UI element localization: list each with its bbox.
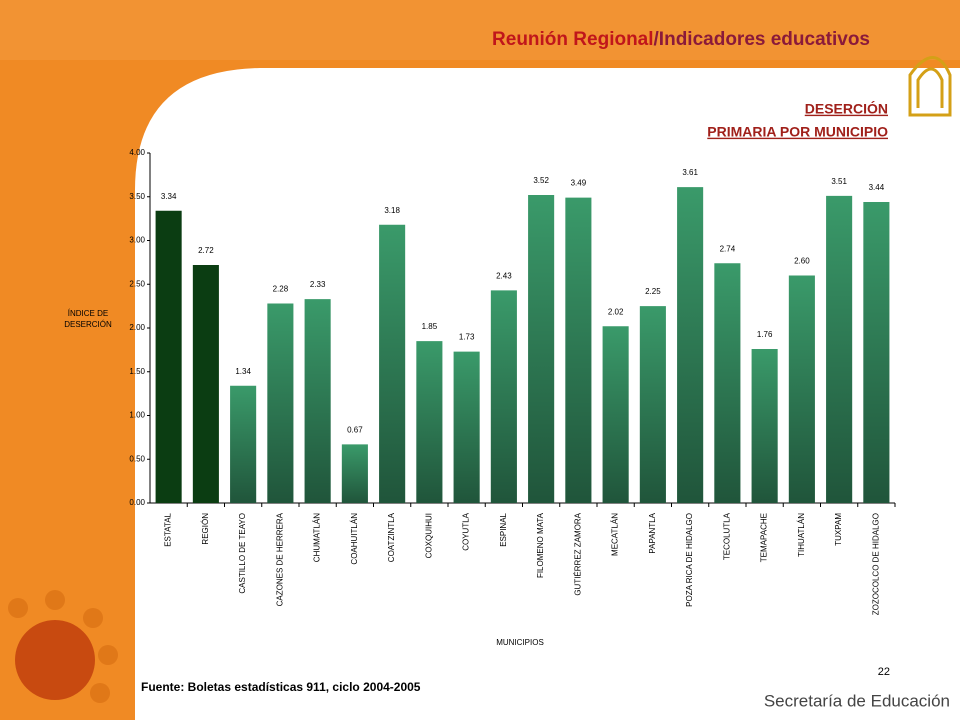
value-label: 3.44	[869, 183, 885, 192]
bar-shade	[751, 349, 778, 503]
bar-shade	[341, 444, 368, 503]
value-label: 1.76	[757, 330, 773, 339]
bar-shade	[565, 197, 592, 503]
x-tick-label: ESTATAL	[164, 512, 173, 546]
y-tick-label: 1.50	[129, 367, 145, 376]
bar-shade	[826, 195, 853, 503]
banner	[0, 0, 960, 60]
y-tick-label: 2.00	[129, 323, 145, 332]
value-label: 2.74	[720, 244, 736, 253]
x-tick-label: TECOLUTLA	[722, 512, 731, 560]
y-axis-label: ÍNDICE DE DESERCIÓN	[64, 309, 112, 329]
bar-shade	[788, 275, 815, 503]
decoration	[8, 590, 118, 703]
x-tick-label: COATZINTLA	[387, 512, 396, 562]
y-tick-label: 3.00	[129, 236, 145, 245]
value-label: 1.85	[422, 322, 438, 331]
page-number: 22	[878, 666, 890, 678]
heading: DESERCIÓN	[805, 100, 888, 117]
value-label: 3.18	[384, 206, 400, 215]
value-label: 2.33	[310, 280, 326, 289]
x-tick-label: GUTIÉRREZ ZAMORA	[573, 512, 582, 595]
bar-shade	[639, 306, 666, 503]
y-tick-label: 3.50	[129, 192, 145, 201]
value-label: 1.73	[459, 333, 475, 342]
bar-shade	[416, 341, 443, 503]
x-tick-label: ESPINAL	[499, 512, 508, 546]
logo	[908, 56, 952, 117]
bar	[192, 265, 219, 503]
value-label: 3.52	[533, 176, 549, 185]
value-label: 3.61	[682, 168, 698, 177]
x-tick-label: POZA RICA DE HIDALGO	[685, 513, 694, 607]
x-tick-label: CASTILLO DE TEAYO	[238, 513, 247, 594]
bar-shade	[490, 290, 517, 503]
x-tick-label: MECATLÁN	[611, 513, 620, 556]
y-tick-label: 0.00	[129, 498, 145, 507]
footer: Secretaría de Educación	[764, 691, 950, 710]
bar-shade	[863, 202, 890, 503]
bar-shade	[379, 224, 406, 503]
value-label: 3.49	[571, 179, 587, 188]
bar-shade	[230, 385, 257, 503]
value-label: 2.72	[198, 246, 214, 255]
x-tick-label: TUXPAM	[834, 513, 843, 546]
y-tick-label: 2.50	[129, 279, 145, 288]
x-tick-label: TIHUATLÁN	[797, 513, 806, 557]
y-tick-label: 1.00	[129, 411, 145, 420]
subheading: PRIMARIA POR MUNICIPIO	[707, 124, 888, 140]
slide-title: Reunión Regional/Indicadores educativos	[492, 29, 870, 50]
x-tick-label: CAZONES DE HERRERA	[275, 512, 284, 606]
value-label: 3.34	[161, 192, 177, 201]
x-axis-label: MUNICIPIOS	[496, 638, 544, 647]
source: Fuente: Boletas estadísticas 911, ciclo …	[141, 680, 421, 694]
x-tick-label: TEMAPACHE	[760, 513, 769, 562]
bar-shade	[677, 187, 704, 503]
value-label: 2.28	[273, 285, 289, 294]
x-tick-label: FILOMENO MATA	[536, 512, 545, 578]
x-tick-label: PAPANTLA	[648, 512, 657, 553]
bar-shade	[304, 299, 331, 503]
bar-shade	[267, 303, 294, 503]
y-tick-label: 0.50	[129, 454, 145, 463]
value-label: 1.34	[235, 367, 251, 376]
x-tick-label: COYUTLA	[462, 512, 471, 550]
bar-shade	[602, 326, 629, 503]
y-tick-label: 4.00	[129, 148, 145, 157]
value-label: 2.02	[608, 307, 624, 316]
bar-shade	[528, 195, 555, 503]
x-tick-label: COAHUITLÁN	[350, 513, 359, 565]
value-label: 2.25	[645, 287, 661, 296]
x-tick-label: REGIÓN	[201, 513, 210, 545]
bar-shade	[453, 351, 480, 503]
bar-shade	[714, 263, 741, 503]
value-label: 2.60	[794, 257, 810, 266]
value-label: 0.67	[347, 425, 363, 434]
value-label: 3.51	[831, 177, 847, 186]
value-label: 2.43	[496, 271, 512, 280]
x-tick-label: ZOZOCOLCO DE HIDALGO	[871, 513, 880, 615]
x-tick-label: COXQUIHUI	[424, 513, 433, 558]
bar	[155, 210, 182, 503]
x-tick-label: CHUMATLÁN	[313, 513, 322, 562]
